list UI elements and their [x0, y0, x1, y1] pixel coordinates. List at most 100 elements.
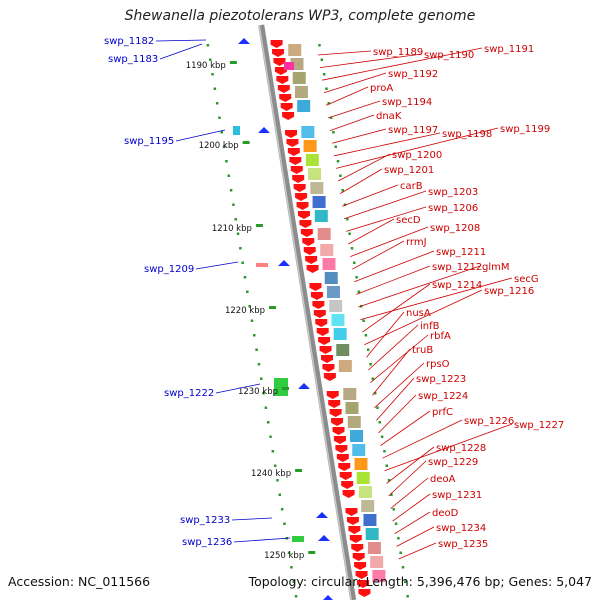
right-label-leader	[317, 50, 372, 56]
forward-gene-block	[358, 486, 372, 498]
forward-gene-block	[354, 458, 368, 470]
scale-tick	[282, 387, 289, 390]
right-gene-label: deoA	[430, 474, 456, 485]
inner-dot	[353, 261, 356, 264]
right-label-leader	[323, 72, 387, 94]
inner-dot	[339, 174, 342, 177]
right-gene-label: dnaK	[376, 111, 402, 122]
reverse-gene-arrow	[316, 328, 329, 336]
forward-gene-block	[317, 228, 331, 240]
inner-dot	[392, 508, 395, 511]
inner-dot	[325, 87, 328, 90]
outer-dots	[206, 44, 409, 598]
reverse-gene-arrow	[282, 112, 295, 120]
reverse-gene-arrow	[302, 238, 315, 246]
outer-dot	[276, 479, 279, 482]
right-gene-label: swp_1216	[484, 286, 534, 297]
forward-gene-block	[301, 126, 315, 138]
left-label-leader	[155, 39, 207, 42]
right-label-leader	[356, 265, 431, 295]
right-gene-label: swp_1227	[514, 420, 564, 431]
right-gene-label: swp_1214	[432, 280, 482, 291]
outer-gene-arrow	[258, 127, 270, 133]
inner-dot	[341, 189, 344, 192]
inner-dot	[346, 218, 349, 221]
outer-gene-arrow	[278, 260, 290, 266]
reverse-gene-arrow	[351, 544, 364, 552]
right-label-leader	[376, 377, 415, 421]
right-label-leader	[352, 240, 405, 270]
outer-dot	[206, 44, 210, 47]
right-label-leader	[384, 423, 513, 472]
outer-dot	[260, 377, 263, 380]
reverse-gene-arrow	[335, 445, 348, 453]
outer-dot	[246, 290, 249, 293]
right-gene-label: secD	[396, 215, 421, 226]
reverse-gene-arrow	[296, 202, 309, 210]
reverse-gene-arrow	[290, 166, 303, 174]
inner-dot	[350, 247, 354, 250]
right-label-leader	[380, 410, 431, 446]
reverse-gene-arrow	[322, 364, 335, 372]
outer-dot	[273, 464, 277, 467]
reverse-gene-arrow	[273, 58, 286, 66]
left-gene-label: swp_1209	[144, 264, 194, 275]
forward-gene-block	[292, 72, 306, 84]
right-label-leader	[337, 153, 391, 182]
scale-tick	[308, 551, 316, 554]
scale-label: 1190 kbp	[186, 61, 226, 71]
scale-label: 1210 kbp	[212, 224, 252, 234]
right-label-leader	[321, 47, 483, 81]
reverse-gene-arrow	[318, 337, 331, 345]
outer-dot	[232, 203, 235, 206]
right-label-leader	[368, 324, 419, 371]
reverse-gene-arrow	[310, 292, 323, 300]
right-gene-label: swp_1197	[388, 125, 438, 136]
inner-dot	[369, 363, 372, 366]
inner-dot	[371, 377, 375, 380]
reverse-gene-arrow	[277, 85, 290, 93]
outer-dot	[225, 160, 228, 163]
left-label-leader	[215, 383, 261, 394]
right-gene-label: swp_1189	[373, 47, 423, 58]
forward-gene-block	[310, 182, 324, 194]
right-gene-label: truB	[412, 345, 433, 356]
right-gene-label: carB	[400, 181, 423, 192]
right-gene-label: swp_1224	[418, 391, 468, 402]
inner-dot	[336, 160, 340, 163]
outer-dot	[294, 595, 298, 598]
reverse-gene-arrow	[355, 571, 368, 579]
right-label-leader	[348, 218, 395, 245]
outer-dot	[280, 508, 284, 511]
left-label-leader	[231, 517, 273, 521]
right-label-leader	[372, 348, 411, 396]
outer-gene-block	[292, 536, 304, 542]
inner-dot	[383, 450, 386, 453]
right-gene-label: swp_1234	[436, 523, 486, 534]
reverse-gene-arrow	[333, 436, 346, 444]
inner-dot	[355, 276, 358, 279]
forward-gene-block	[365, 528, 379, 540]
forward-gene-block	[303, 140, 317, 152]
reverse-gene-arrow	[336, 454, 349, 462]
reverse-gene-arrow	[346, 517, 359, 525]
left-gene-label: swp_1222	[164, 388, 214, 399]
right-label-leader	[344, 190, 427, 220]
right-label-leader	[360, 277, 513, 320]
right-label-leader	[336, 127, 499, 169]
outer-dot	[264, 406, 268, 409]
right-gene-label: swp_1226	[464, 416, 514, 427]
outer-dot	[220, 131, 224, 134]
right-gene-label: swp_1194	[382, 97, 432, 108]
forward-gene-block	[338, 360, 352, 372]
reverse-gene-arrow	[323, 373, 336, 381]
outer-dot	[215, 102, 219, 105]
reverse-gene-arrow	[328, 400, 341, 408]
forward-gene-block	[347, 416, 361, 428]
left-label-leader	[159, 43, 203, 60]
reverse-gene-arrow	[286, 139, 299, 147]
outer-dot	[253, 334, 256, 337]
scale-ticks: 1190 kbp 1200 kbp 1210 kbp 1220 kbp 1230 kbp…	[186, 61, 316, 561]
left-gene-label: swp_1233	[180, 515, 230, 526]
forward-gene-block	[372, 570, 386, 582]
